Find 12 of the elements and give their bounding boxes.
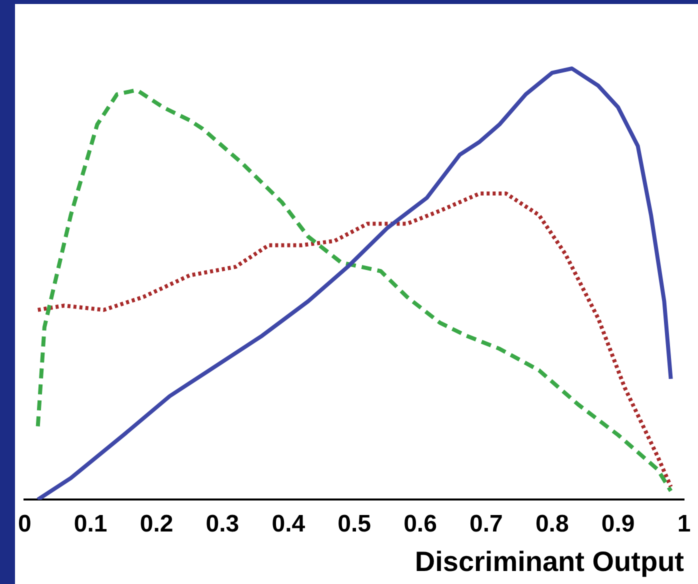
x-tick-label: 0.1 <box>74 510 108 538</box>
x-tick-label: 0.7 <box>470 510 503 538</box>
x-tick-label: 0 <box>18 510 32 538</box>
x-tick-label: 0.2 <box>140 510 174 538</box>
x-tick-label: 0.9 <box>601 510 635 538</box>
x-axis-title: Discriminant Output <box>414 546 684 577</box>
x-tick-label: 0.3 <box>206 510 240 538</box>
x-tick-label: 0.5 <box>338 510 372 538</box>
x-tick-label: 1 <box>677 510 691 538</box>
x-tick-label: 0.8 <box>535 510 569 538</box>
x-tick-label: 0.6 <box>404 510 437 538</box>
x-tick-label: 0.4 <box>272 510 306 538</box>
